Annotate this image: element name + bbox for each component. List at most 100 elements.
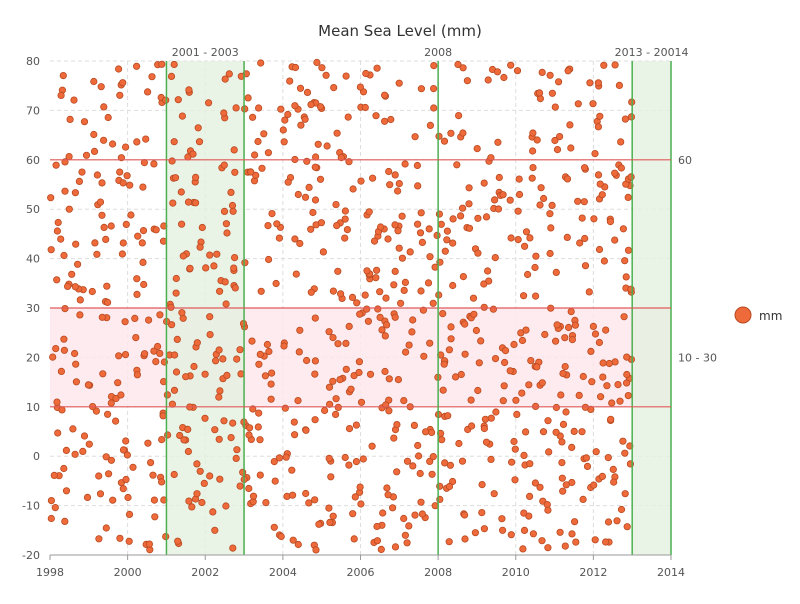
- data-point: [176, 431, 184, 440]
- data-point: [551, 103, 559, 111]
- data-point: [85, 440, 93, 448]
- data-point: [581, 262, 590, 270]
- data-point: [317, 219, 325, 227]
- data-point: [257, 287, 265, 295]
- data-point: [465, 200, 473, 208]
- data-point: [414, 452, 423, 460]
- data-point: [522, 326, 530, 334]
- data-point: [105, 470, 113, 478]
- data-point: [431, 263, 439, 271]
- data-point: [170, 138, 178, 146]
- data-point: [460, 511, 469, 519]
- data-point: [112, 417, 120, 425]
- data-point: [58, 406, 66, 414]
- data-point: [368, 442, 376, 450]
- data-point: [578, 214, 586, 222]
- data-point: [144, 88, 152, 96]
- data-point: [334, 267, 342, 275]
- data-point: [391, 313, 399, 321]
- data-point: [280, 342, 288, 350]
- data-point: [439, 386, 447, 394]
- x-tick-label: 2006: [347, 566, 375, 579]
- data-point: [617, 164, 626, 172]
- data-point: [572, 538, 580, 546]
- data-point: [139, 183, 147, 191]
- data-point: [172, 289, 180, 297]
- data-point: [229, 544, 237, 552]
- data-point: [521, 428, 530, 436]
- data-point: [257, 59, 265, 67]
- data-point: [373, 64, 381, 72]
- data-point: [558, 438, 566, 446]
- data-point: [539, 194, 548, 203]
- data-point: [90, 77, 98, 86]
- data-point: [177, 188, 185, 196]
- data-point: [526, 460, 534, 468]
- data-point: [119, 446, 128, 454]
- data-point: [170, 60, 178, 69]
- data-point: [236, 346, 244, 354]
- data-point: [60, 335, 68, 343]
- data-point: [487, 414, 495, 422]
- data-point: [91, 239, 99, 247]
- data-point: [332, 395, 340, 403]
- data-point: [119, 485, 127, 493]
- data-point: [627, 285, 635, 293]
- data-point: [260, 130, 268, 138]
- data-point: [495, 173, 503, 182]
- data-point: [611, 169, 619, 177]
- data-point: [246, 424, 254, 432]
- data-point: [154, 342, 162, 351]
- data-point: [112, 394, 120, 403]
- data-point: [152, 226, 160, 234]
- data-point: [273, 220, 281, 228]
- data-point: [355, 368, 363, 377]
- data-point: [467, 396, 475, 404]
- data-point: [498, 526, 507, 534]
- data-point: [239, 468, 247, 476]
- data-point: [410, 421, 418, 429]
- data-point: [435, 132, 443, 140]
- data-point: [515, 190, 524, 199]
- data-point: [178, 220, 186, 228]
- data-point: [570, 518, 579, 526]
- data-point: [356, 310, 364, 318]
- data-point: [526, 234, 534, 242]
- data-point: [307, 288, 315, 296]
- data-point: [596, 180, 604, 188]
- data-point: [454, 60, 462, 69]
- data-point: [552, 428, 560, 436]
- data-point: [281, 404, 289, 412]
- data-point: [413, 220, 422, 228]
- data-point: [483, 267, 492, 275]
- data-point: [140, 280, 148, 289]
- data-point: [209, 508, 217, 516]
- data-point: [555, 133, 564, 141]
- data-point: [326, 518, 334, 527]
- data-point: [480, 303, 488, 311]
- data-point: [100, 136, 108, 144]
- data-point: [50, 471, 58, 479]
- data-point: [216, 475, 224, 483]
- data-point: [90, 130, 98, 139]
- data-point: [220, 161, 228, 169]
- data-point: [311, 314, 319, 322]
- data-point: [132, 333, 140, 342]
- data-point: [193, 460, 201, 468]
- data-point: [231, 254, 239, 262]
- data-point: [614, 380, 622, 389]
- data-point: [225, 70, 233, 78]
- data-point: [401, 348, 410, 356]
- data-point: [601, 538, 610, 546]
- data-point: [98, 313, 106, 321]
- data-point: [493, 68, 502, 76]
- legend[interactable]: mm: [734, 306, 782, 324]
- data-point: [201, 414, 209, 422]
- y-tick-label: 50: [26, 203, 40, 216]
- data-point: [122, 475, 130, 484]
- data-point: [57, 235, 65, 243]
- data-point: [429, 452, 437, 461]
- data-point: [71, 349, 79, 358]
- data-point: [297, 121, 305, 129]
